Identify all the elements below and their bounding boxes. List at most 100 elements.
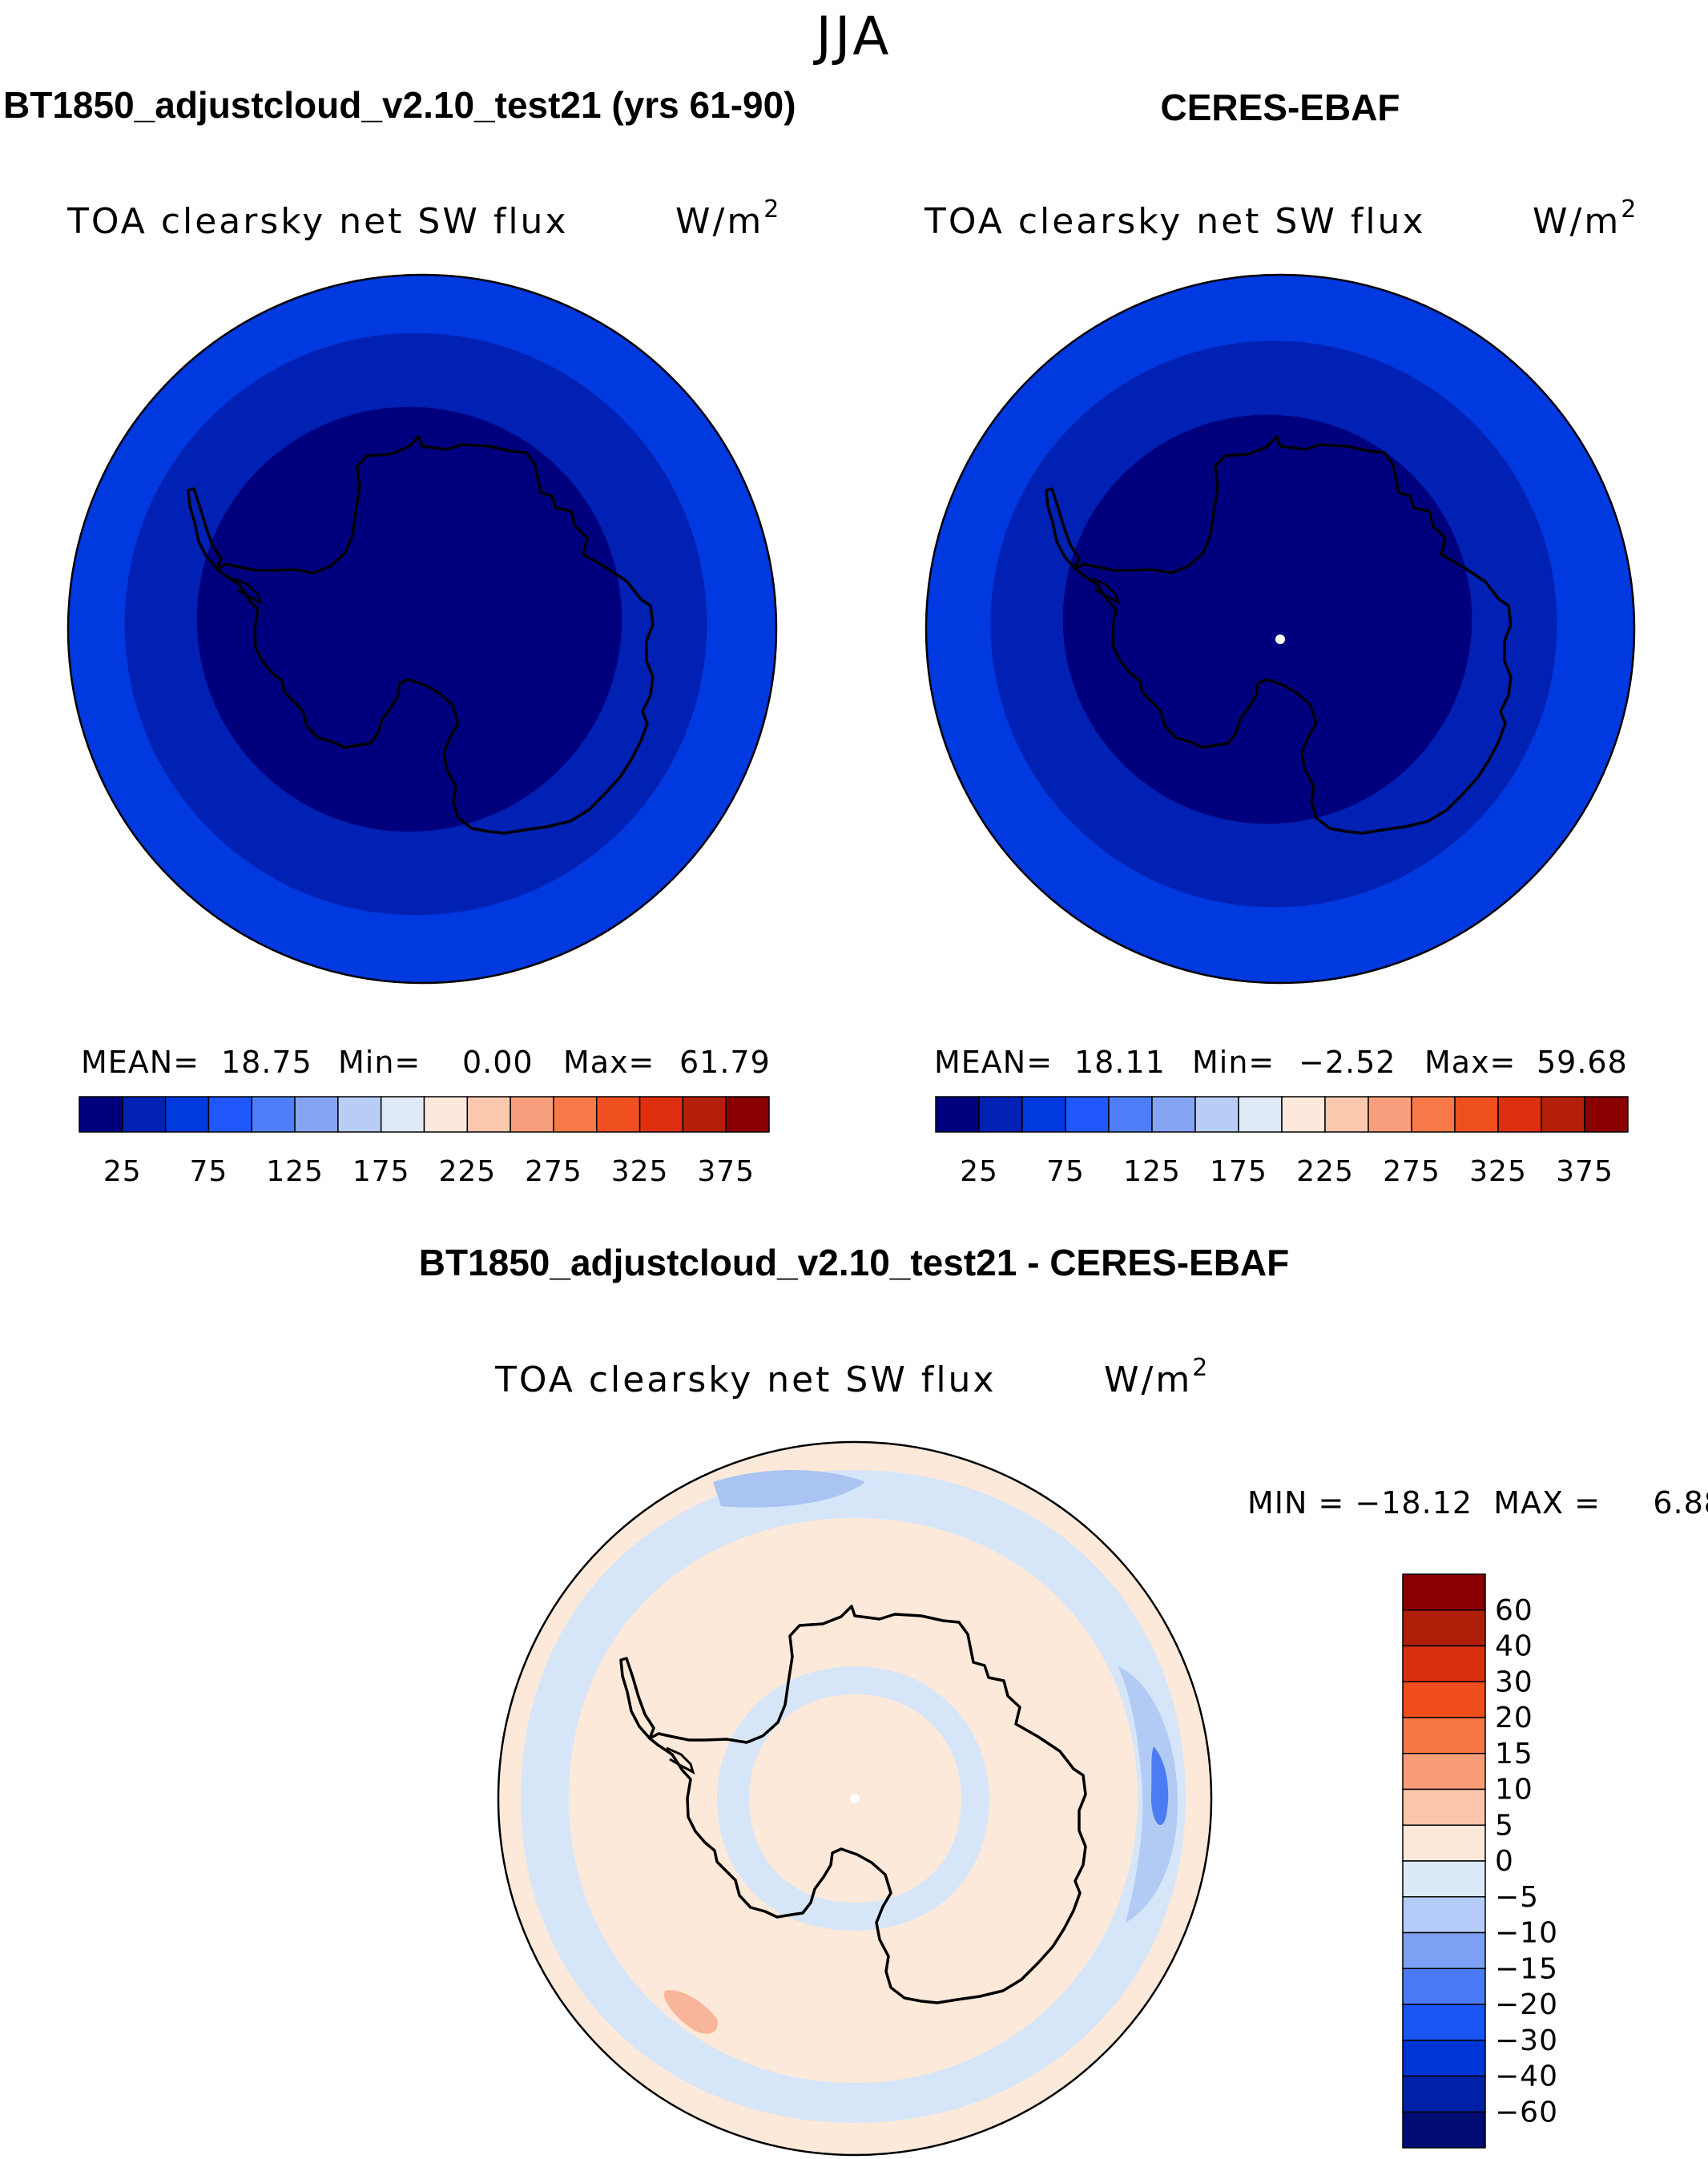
panel-diff-colorbar-swatch bbox=[1402, 1896, 1486, 1934]
panel-diff-colorbar-swatch bbox=[1402, 2004, 1486, 2041]
panel-diff-colorbar-tick-label: 0 bbox=[1495, 1845, 1514, 1878]
panel-model-colorbar-swatch bbox=[510, 1096, 554, 1133]
panel-model-colorbar-swatch bbox=[423, 1096, 469, 1133]
panel-diff-colorbar-swatch bbox=[1402, 1609, 1486, 1647]
panel-model-colorbar-swatch bbox=[79, 1096, 123, 1133]
antarctica-outline bbox=[1074, 435, 1513, 835]
panel-obs-colorbar-swatch bbox=[1238, 1096, 1283, 1133]
panel-obs-colorbar-tick-label: 275 bbox=[1383, 1155, 1440, 1188]
panel-model-map bbox=[68, 275, 776, 983]
panel-diff-map-border bbox=[497, 1440, 1213, 2157]
panel-obs-colorbar-swatch bbox=[1541, 1096, 1585, 1133]
panel-obs-colorbar-tick-label: 75 bbox=[1046, 1155, 1085, 1188]
panel-diff-colorbar-tick-label: −5 bbox=[1495, 1881, 1539, 1914]
panel-model-variable: TOA clearsky net SW flux bbox=[66, 201, 568, 242]
panel-obs-map bbox=[926, 275, 1634, 983]
panel-diff-map bbox=[498, 1442, 1211, 2155]
panel-diff-colorbar-swatch bbox=[1402, 1931, 1486, 1969]
panel-model-title: BT1850_adjustcloud_v2.10_test21 (yrs 61-… bbox=[3, 84, 796, 126]
panel-diff-colorbar-swatch bbox=[1402, 2040, 1486, 2077]
panel-model-colorbar-swatch bbox=[294, 1096, 339, 1133]
panel-diff-colorbar-tick-label: 10 bbox=[1495, 1774, 1533, 1807]
panel-obs-colorbar-tick-label: 375 bbox=[1556, 1155, 1613, 1188]
panel-model-colorbar-tick-label: 25 bbox=[103, 1155, 142, 1188]
panel-model-colorbar-swatch bbox=[596, 1096, 641, 1133]
panel-model-colorbar-swatch bbox=[207, 1096, 252, 1133]
panel-model-colorbar-tick-label: 75 bbox=[190, 1155, 228, 1188]
panel-model-colorbar-tick-label: 325 bbox=[611, 1155, 669, 1188]
panel-diff-colorbar-swatch bbox=[1402, 1645, 1486, 1682]
panel-model-colorbar-tick-label: 175 bbox=[352, 1155, 410, 1188]
panel-diff-colorbar-swatch bbox=[1402, 1860, 1486, 1898]
panel-obs-coastline bbox=[1045, 435, 1513, 835]
antarctic-peninsula bbox=[187, 487, 223, 570]
panel-diff-title: BT1850_adjustcloud_v2.10_test21 - CERES-… bbox=[419, 1242, 1290, 1283]
panel-obs-colorbar-tick-label: 325 bbox=[1469, 1155, 1527, 1188]
panel-obs-colorbar-swatch bbox=[1454, 1096, 1499, 1133]
panel-obs-colorbar-swatch bbox=[1411, 1096, 1456, 1133]
panel-diff-colorbar-swatch bbox=[1402, 1824, 1486, 1862]
panel-obs-map-border bbox=[924, 273, 1636, 985]
ice-shelf-inlet bbox=[233, 577, 263, 606]
panel-model-colorbar-tick-label: 375 bbox=[697, 1155, 755, 1188]
panel-obs-field-band-0 bbox=[1062, 414, 1472, 824]
panel-obs-colorbar-swatch bbox=[1065, 1096, 1110, 1133]
panel-obs-colorbar-swatch bbox=[978, 1096, 1023, 1133]
antarctic-peninsula bbox=[1045, 487, 1081, 570]
season-title: JJA bbox=[813, 6, 892, 67]
panel-diff-colorbar-swatch bbox=[1402, 1573, 1486, 1611]
antarctic-peninsula bbox=[619, 1657, 655, 1740]
panel-model-colorbar-swatch bbox=[122, 1096, 167, 1133]
panel-model-colorbar-tick-label: 275 bbox=[525, 1155, 582, 1188]
panel-obs-stats: MEAN= 18.11 Min= −2.52 Max= 59.68 bbox=[934, 1045, 1628, 1080]
panel-obs-colorbar-tick-label: 125 bbox=[1123, 1155, 1181, 1188]
panel-diff-colorbar-tick-label: 60 bbox=[1495, 1594, 1533, 1627]
panel-diff-colorbar-tick-label: 30 bbox=[1495, 1666, 1533, 1698]
panel-model-colorbar-tick-label: 125 bbox=[266, 1155, 324, 1188]
diff-negative-east-core bbox=[1150, 1746, 1169, 1826]
panel-model-colorbar-swatch bbox=[682, 1096, 727, 1133]
panel-diff-variable: TOA clearsky net SW flux bbox=[494, 1359, 996, 1400]
panel-model-colorbar-swatch bbox=[725, 1096, 770, 1133]
panel-model-colorbar-tick-label: 225 bbox=[438, 1155, 496, 1188]
panel-obs-colorbar-swatch bbox=[1108, 1096, 1153, 1133]
panel-obs-colorbar-swatch bbox=[1194, 1096, 1239, 1133]
panel-obs-units: W/m2 bbox=[1533, 195, 1638, 242]
panel-model-stats: MEAN= 18.75 Min= 0.00 Max= 61.79 bbox=[81, 1045, 771, 1080]
panel-obs-colorbar-swatch bbox=[1021, 1096, 1066, 1133]
panel-model-field-band-0 bbox=[196, 406, 622, 832]
panel-model-field bbox=[68, 275, 776, 983]
panel-model-colorbar-swatch bbox=[380, 1096, 425, 1133]
panel-model: BT1850_adjustcloud_v2.10_test21 (yrs 61-… bbox=[3, 84, 796, 1188]
ice-shelf-inlet bbox=[1091, 577, 1121, 606]
panel-model-map-border bbox=[66, 273, 778, 985]
panel-diff-colorbar-tick-label: −15 bbox=[1495, 1952, 1558, 1985]
panel-diff-coastline bbox=[619, 1605, 1087, 2004]
panel-diff-colorbar-tick-label: 40 bbox=[1495, 1630, 1533, 1663]
panel-obs-colorbar-swatch bbox=[1584, 1096, 1629, 1133]
panel-diff-stats: MIN = −18.12 MAX = 6.88 bbox=[1247, 1485, 1708, 1521]
panel-obs-variable: TOA clearsky net SW flux bbox=[924, 201, 1425, 242]
diff-negative-north-patch bbox=[713, 1470, 865, 1508]
panel-obs-colorbar-tick-label: 225 bbox=[1296, 1155, 1354, 1188]
panel-model-units: W/m2 bbox=[675, 195, 781, 242]
panel-obs-colorbar-swatch bbox=[935, 1096, 980, 1133]
panel-obs-field bbox=[926, 275, 1634, 983]
diff-negative-east-band bbox=[1118, 1666, 1178, 1923]
panel-diff-colorbar-swatch bbox=[1402, 1968, 1486, 2005]
panel-diff-colorbar-tick-label: 5 bbox=[1495, 1809, 1514, 1842]
pole-marker bbox=[850, 1794, 860, 1803]
panel-diff: BT1850_adjustcloud_v2.10_test21 - CERES-… bbox=[419, 1242, 1708, 2157]
panel-model-colorbar: 25 75 125 175 225 275 325 375 bbox=[79, 1096, 770, 1188]
panel-diff-colorbar-swatch bbox=[1402, 1788, 1486, 1826]
panel-model-coastline bbox=[187, 435, 655, 835]
panel-obs-colorbar-swatch bbox=[1368, 1096, 1412, 1133]
panel-diff-colorbar-swatch bbox=[1402, 1681, 1486, 1718]
panel-diff-colorbar-tick-label: −60 bbox=[1495, 2096, 1558, 2129]
antarctica-outline bbox=[648, 1605, 1087, 2004]
panel-obs-title: CERES-EBAF bbox=[1160, 87, 1400, 128]
panel-obs-colorbar-swatch bbox=[1151, 1096, 1196, 1133]
panel-diff-colorbar-tick-label: −10 bbox=[1495, 1917, 1558, 1950]
panel-diff-colorbar-tick-label: −30 bbox=[1495, 2024, 1558, 2057]
